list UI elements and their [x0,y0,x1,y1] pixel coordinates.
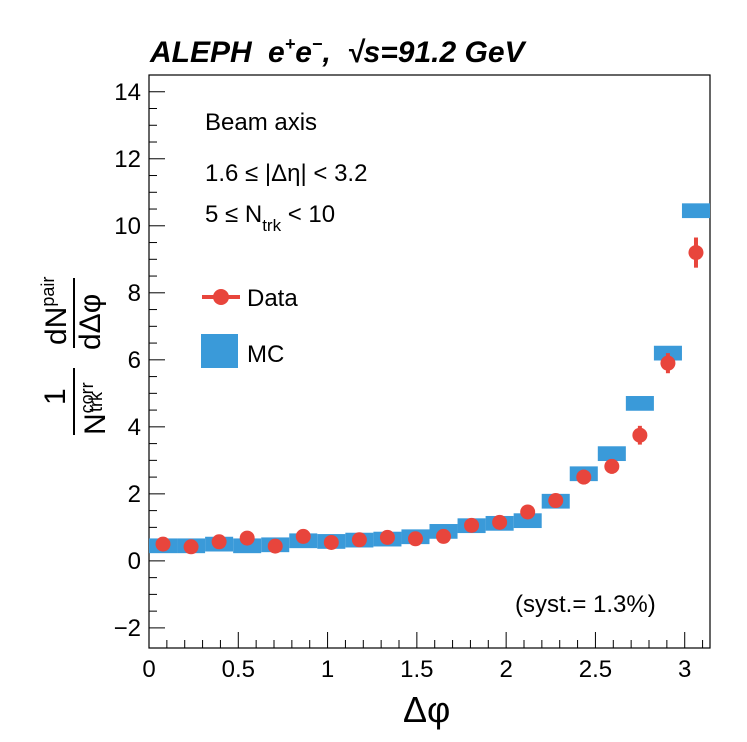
x-tick-label: 0 [142,656,155,683]
y-tick-label: 6 [128,347,141,374]
y-label-dn: dNpair [38,277,73,345]
annotation-syst: (syst.= 1.3%) [515,591,656,618]
y-tick-label: 2 [128,481,141,508]
data-point [323,534,339,550]
data-point [239,530,255,546]
annotation-beam-axis: Beam axis [205,109,317,136]
data-point [407,531,423,547]
x-tick-label: 0.5 [222,656,255,683]
annotation-ntrk-range: 5 ≤ Ntrk < 10 [205,201,335,235]
data-point [295,528,311,544]
y-tick-label: 0 [128,548,141,575]
annotation-eta-range: 1.6 ≤ |Δη| < 3.2 [205,160,367,187]
data-point [183,539,199,555]
data-point [211,534,227,550]
legend-mc-label: MC [247,341,284,368]
x-tick-labels: 0 0.5 1 1.5 2 2.5 3 [142,656,691,683]
plot-frame [148,74,711,649]
data-point [576,469,592,485]
mc-box [597,446,626,462]
legend: Data MC [201,285,298,368]
mc-box [681,203,711,219]
data-point [379,529,395,545]
x-tick-label: 1 [321,656,334,683]
data-point [632,427,648,443]
x-tick-label: 3 [678,656,691,683]
y-label-dphi: dΔφ [74,294,107,350]
data-point [548,493,564,509]
data-point [436,528,452,544]
data-point [155,536,171,552]
data-point [464,517,480,533]
data-point [267,538,283,554]
y-tick-label: 8 [128,280,141,307]
y-tick-label: −2 [114,615,141,642]
y-tick-labels: −2 0 2 4 6 8 10 12 14 [114,79,141,642]
y-label-trk-sub: trk [86,391,106,412]
y-tick-label: 12 [114,146,141,173]
data-point [688,245,704,261]
x-tick-label: 2 [499,656,512,683]
mc-box [625,396,654,411]
data-point [520,504,536,520]
data-point [492,514,508,530]
x-axis-label: Δφ [403,689,450,730]
x-tick-label: 2.5 [579,656,612,683]
y-tick-label: 10 [114,213,141,240]
data-point [351,532,367,548]
legend-data-label: Data [247,285,298,312]
mc-box [233,538,262,554]
y-axis-label: 1 Ncorr trk dNpair dΔφ [38,277,112,435]
chart-title: ALEPH e+e−, √s=91.2 GeV [149,34,528,69]
y-tick-label: 4 [128,414,141,441]
mc-box [513,513,542,529]
data-point [660,355,676,371]
legend-mc-marker [201,334,238,368]
data-point [604,458,620,474]
mc-series [148,203,711,554]
x-tick-label: 1.5 [400,656,433,683]
data-series [155,237,704,555]
y-label-ncorr: Ncorr [77,382,112,435]
y-tick-label: 14 [114,79,141,106]
y-label-one: 1 [39,388,72,405]
legend-data-marker [213,289,229,305]
